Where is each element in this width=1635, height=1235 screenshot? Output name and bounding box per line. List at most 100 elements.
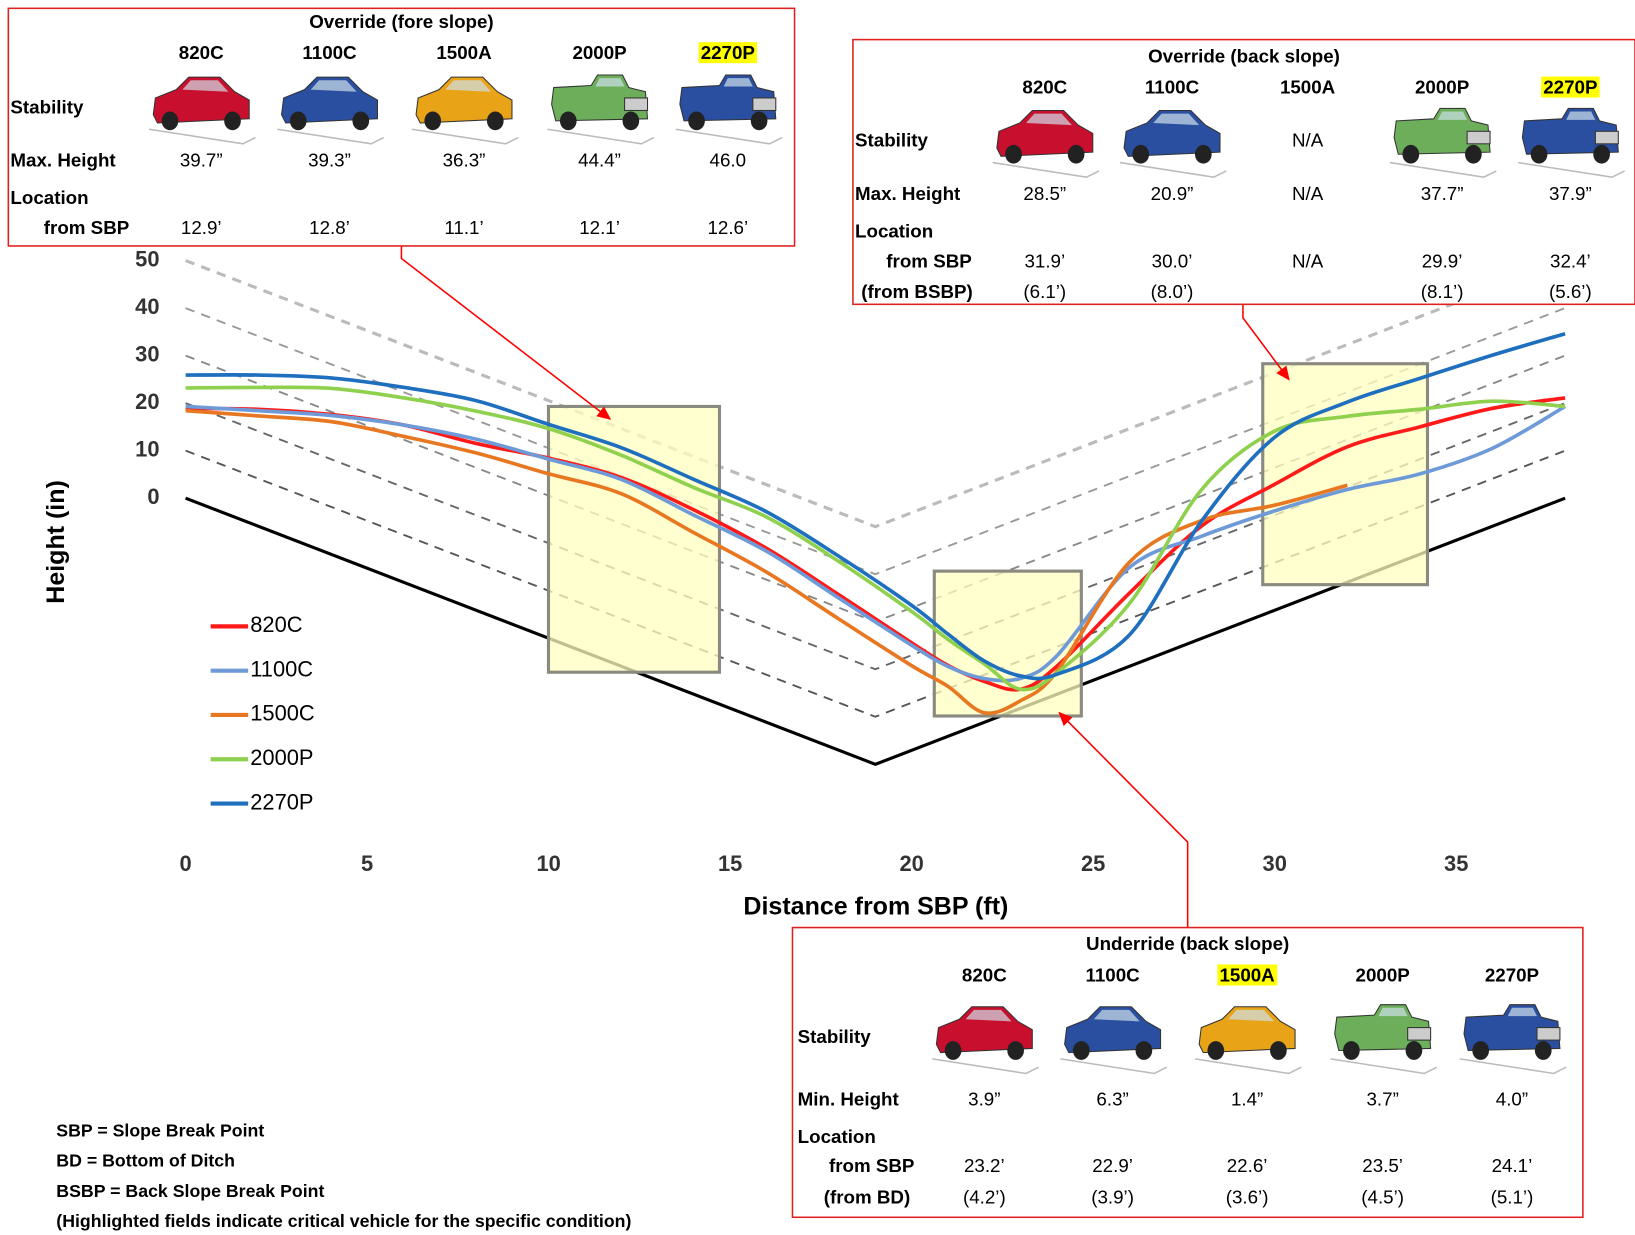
vehicle-wheel bbox=[1207, 1041, 1225, 1060]
column-header: 2000P bbox=[1415, 77, 1469, 98]
column-header: 2000P bbox=[572, 42, 626, 63]
vehicle-shadow bbox=[1330, 1058, 1438, 1075]
cell-value: N/A bbox=[1292, 183, 1324, 204]
x-tick-label: 25 bbox=[1081, 851, 1105, 876]
y-axis-title: Height (in) bbox=[42, 480, 70, 604]
vehicle-wheel bbox=[1530, 144, 1548, 164]
x-tick-label: 20 bbox=[899, 851, 923, 876]
vehicle-window bbox=[445, 80, 492, 92]
row-label: Location bbox=[855, 220, 933, 241]
row-label: (from BD) bbox=[824, 1186, 910, 1207]
legend-label: 1500C bbox=[250, 701, 314, 726]
callout-panel: Underride (back slope) 820C 1100C 1500A 2000… bbox=[791, 926, 1584, 1219]
vehicle-wheel bbox=[1270, 1041, 1287, 1060]
footnote: (Highlighted fields indicate critical ve… bbox=[56, 1211, 631, 1231]
vehicle-wheel bbox=[944, 1041, 962, 1060]
callout-panel: Override (fore slope) 820C 1100C 1500A 2000P… bbox=[7, 7, 796, 247]
row-label: from SBP bbox=[829, 1155, 914, 1176]
vehicle-wheel bbox=[1067, 144, 1085, 164]
cell-value: (5.6’) bbox=[1549, 281, 1592, 302]
cell-value: 12.6’ bbox=[707, 217, 748, 238]
row-label: Max. Height bbox=[855, 183, 961, 204]
cell-value: (8.1’) bbox=[1421, 281, 1464, 302]
y-tick-label: 0 bbox=[147, 484, 159, 509]
series-line bbox=[185, 331, 1566, 681]
vehicle-window bbox=[1566, 111, 1596, 120]
critical-highlight bbox=[1541, 76, 1600, 98]
vehicle-image bbox=[411, 76, 519, 145]
row-label: Min. Height bbox=[798, 1089, 900, 1110]
vehicle-window bbox=[723, 78, 753, 87]
grid-line bbox=[185, 449, 1566, 718]
footnote: BSBP = Back Slope Break Point bbox=[56, 1181, 324, 1201]
vehicle-wheel bbox=[688, 111, 705, 131]
grid-line bbox=[185, 259, 1566, 529]
vehicle-wheel bbox=[1593, 144, 1610, 164]
vehicle-wheel bbox=[1194, 144, 1212, 164]
cell-value: N/A bbox=[1292, 251, 1324, 272]
y-tick-label: 10 bbox=[135, 436, 159, 461]
cell-value: 20.9” bbox=[1151, 183, 1194, 204]
footnote: BD = Bottom of Ditch bbox=[56, 1151, 235, 1171]
cell-value: 39.7” bbox=[180, 149, 223, 170]
vehicle-window bbox=[965, 1009, 1012, 1022]
vehicle-wheel bbox=[1135, 1041, 1153, 1060]
vehicle-wheel bbox=[1072, 1041, 1090, 1060]
vehicle-window bbox=[1228, 1009, 1275, 1022]
vehicle-wheel bbox=[352, 111, 370, 131]
vehicle-image bbox=[1389, 107, 1497, 178]
column-header: 2270P bbox=[701, 42, 755, 63]
vehicle-wheel bbox=[1132, 144, 1150, 164]
cell-value: 3.7” bbox=[1366, 1089, 1398, 1110]
cell-value: 3.9” bbox=[968, 1089, 1000, 1110]
grid-line bbox=[185, 402, 1566, 671]
panel-title: Underride (back slope) bbox=[1086, 933, 1289, 954]
column-header: 1500A bbox=[1219, 964, 1275, 985]
cell-value: 37.9” bbox=[1549, 183, 1592, 204]
cell-value: 11.1’ bbox=[444, 217, 483, 238]
cell-value: 6.3” bbox=[1096, 1089, 1128, 1110]
x-tick-label: 15 bbox=[718, 851, 742, 876]
vehicle-wheel bbox=[559, 111, 577, 131]
cell-value: 46.0 bbox=[710, 149, 747, 170]
arrow bbox=[400, 245, 612, 420]
vehicle-wheel bbox=[1534, 1041, 1552, 1060]
x-tick-label: 35 bbox=[1444, 851, 1468, 876]
cell-value: 12.9’ bbox=[181, 217, 222, 238]
panel-border bbox=[7, 7, 796, 247]
row-label: Location bbox=[798, 1126, 876, 1147]
column-header: 1100C bbox=[1085, 964, 1140, 985]
vehicle-shadow bbox=[547, 128, 655, 145]
series-line bbox=[185, 385, 1566, 692]
cell-value: 22.6’ bbox=[1227, 1155, 1268, 1176]
row-label: from SBP bbox=[44, 217, 129, 238]
notes: SBP = Slope Break Point BD = Bottom of Di… bbox=[56, 1121, 631, 1232]
vehicle-image bbox=[1518, 107, 1625, 178]
y-tick-label: 20 bbox=[135, 389, 159, 414]
plot: 820C 1100C 1500C 2000P 2270P bbox=[185, 331, 1567, 814]
column-header: 820C bbox=[962, 964, 1007, 985]
vehicle-shadow bbox=[992, 161, 1100, 178]
vehicle-shadow bbox=[932, 1058, 1039, 1075]
cell-value: (4.5’) bbox=[1361, 1186, 1404, 1207]
column-header: 1100C bbox=[302, 42, 357, 63]
row-label: Stability bbox=[798, 1026, 872, 1047]
y-tick-label: 50 bbox=[135, 246, 159, 271]
footnote: SBP = Slope Break Point bbox=[56, 1121, 264, 1141]
critical-highlight bbox=[698, 42, 758, 64]
cell-value: (8.0’) bbox=[1151, 281, 1194, 302]
vehicle-wheel bbox=[1405, 1041, 1423, 1060]
vehicle-grille bbox=[624, 97, 649, 111]
column-header: 820C bbox=[179, 42, 224, 63]
vehicle-wheel bbox=[1343, 1041, 1360, 1060]
vehicle-window bbox=[595, 78, 625, 87]
cell-value: (4.2’) bbox=[963, 1186, 1006, 1207]
series-line bbox=[185, 408, 1348, 716]
vehicle-shadow bbox=[1389, 161, 1497, 178]
vehicle-window bbox=[1378, 1007, 1408, 1017]
vehicle-grille bbox=[1407, 1027, 1432, 1041]
callout-arrows bbox=[400, 245, 1290, 928]
x-tick-label: 10 bbox=[536, 851, 560, 876]
arrow bbox=[1058, 711, 1189, 928]
vehicle-wheel bbox=[289, 111, 307, 131]
